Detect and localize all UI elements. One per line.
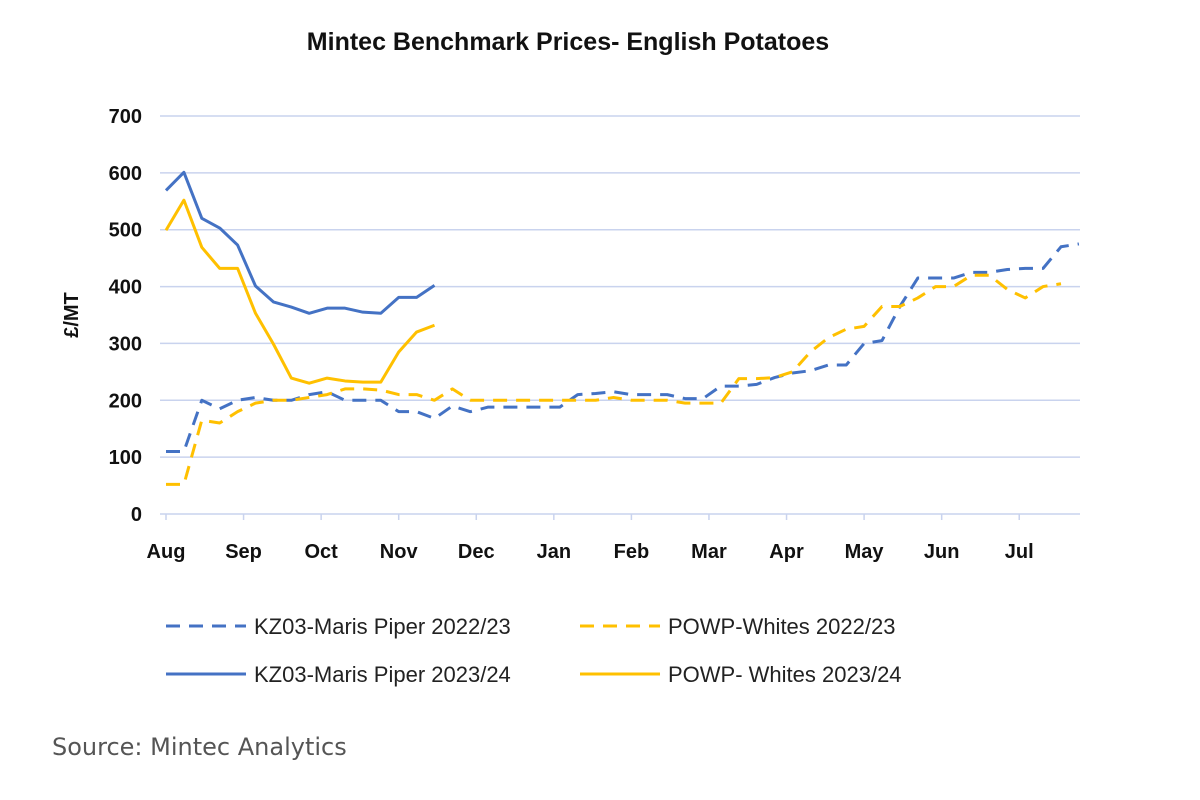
series-line-1 <box>166 273 1062 486</box>
x-tick-label: Sep <box>225 541 262 563</box>
y-tick-label: 700 <box>109 106 142 128</box>
source-note: Source: Mintec Analytics <box>52 733 347 761</box>
legend-label-3: POWP- Whites 2023/24 <box>668 662 902 687</box>
x-tick-label: May <box>845 541 885 563</box>
series-line-2 <box>164 170 436 315</box>
x-tick-label: Dec <box>458 541 495 563</box>
x-tick-label: Jun <box>924 541 960 563</box>
x-tick-label: Aug <box>147 541 186 563</box>
x-tick-label: Feb <box>614 541 650 563</box>
y-axis-label: £/MT <box>61 292 83 338</box>
series-line-3 <box>164 198 436 385</box>
x-tick-label: Jul <box>1005 541 1034 563</box>
legend-label-0: KZ03-Maris Piper 2022/23 <box>254 614 511 639</box>
y-tick-label: 100 <box>109 447 142 469</box>
y-tick-label: 200 <box>109 390 142 412</box>
x-tick-label: Nov <box>380 541 419 563</box>
series-line-0 <box>166 242 1080 453</box>
legend-label-2: KZ03-Maris Piper 2023/24 <box>254 662 511 687</box>
x-tick-label: Jan <box>537 541 571 563</box>
y-tick-label: 300 <box>109 333 142 355</box>
y-tick-label: 400 <box>109 277 142 299</box>
legend-label-1: POWP-Whites 2022/23 <box>668 614 895 639</box>
x-tick-label: Apr <box>769 541 804 563</box>
x-tick-label: Mar <box>691 541 727 563</box>
chart-title: Mintec Benchmark Prices- English Potatoe… <box>307 28 829 56</box>
y-tick-label: 0 <box>131 504 142 526</box>
y-tick-label: 600 <box>109 163 142 185</box>
x-tick-label: Oct <box>304 541 338 563</box>
y-tick-label: 500 <box>109 220 142 242</box>
